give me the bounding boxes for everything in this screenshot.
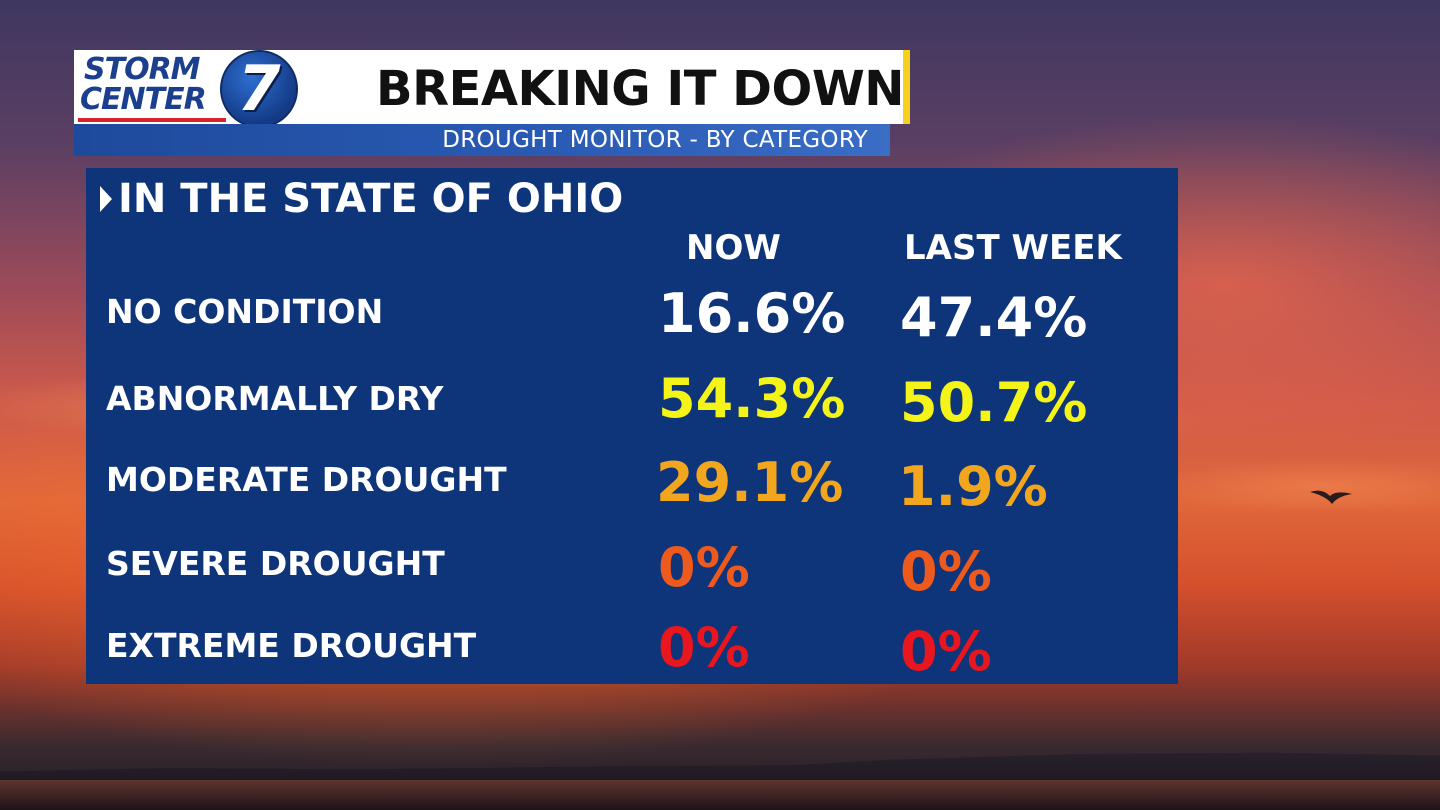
water-reflection — [0, 780, 1440, 810]
page-title: BREAKING IT DOWN — [376, 61, 904, 117]
row-label-moderate-drought: MODERATE DROUGHT — [106, 460, 507, 499]
row-label-extreme-drought: EXTREME DROUGHT — [106, 626, 477, 665]
value-now-moderate-drought: 29.1% — [656, 451, 844, 514]
logo-storm-text: STORM — [84, 52, 201, 87]
value-last-week-no-condition: 47.4% — [900, 286, 1088, 349]
play-triangle-icon — [100, 186, 112, 212]
value-last-week-severe-drought: 0% — [900, 540, 992, 603]
header-accent-stripe — [903, 50, 910, 124]
value-now-extreme-drought: 0% — [658, 616, 750, 679]
station-logo: STORM CENTER 7 — [78, 50, 298, 128]
logo-channel-number: 7 — [237, 52, 281, 125]
panel-heading-text: IN THE STATE OF OHIO — [118, 176, 624, 222]
logo-center-text: CENTER — [80, 82, 207, 117]
drought-table-panel — [86, 168, 1178, 684]
logo-underline — [78, 118, 226, 122]
value-now-severe-drought: 0% — [658, 536, 750, 599]
value-last-week-moderate-drought: 1.9% — [898, 455, 1048, 518]
row-label-abnormally-dry: ABNORMALLY DRY — [106, 379, 444, 418]
value-now-abnormally-dry: 54.3% — [658, 367, 846, 430]
value-last-week-abnormally-dry: 50.7% — [900, 371, 1088, 434]
row-label-severe-drought: SEVERE DROUGHT — [106, 544, 445, 583]
page-subtitle: DROUGHT MONITOR - BY CATEGORY — [442, 127, 868, 153]
column-header-last-week: LAST WEEK — [904, 228, 1122, 268]
row-label-no-condition: NO CONDITION — [106, 292, 384, 331]
panel-heading: IN THE STATE OF OHIO — [100, 174, 623, 224]
column-header-now: NOW — [686, 228, 781, 268]
header-bar — [74, 50, 910, 124]
value-now-no-condition: 16.6% — [658, 282, 846, 345]
bird-icon — [1310, 490, 1352, 504]
subtitle-bar — [74, 124, 890, 156]
logo-channel-badge: 7 — [220, 50, 298, 128]
value-last-week-extreme-drought: 0% — [900, 620, 992, 683]
